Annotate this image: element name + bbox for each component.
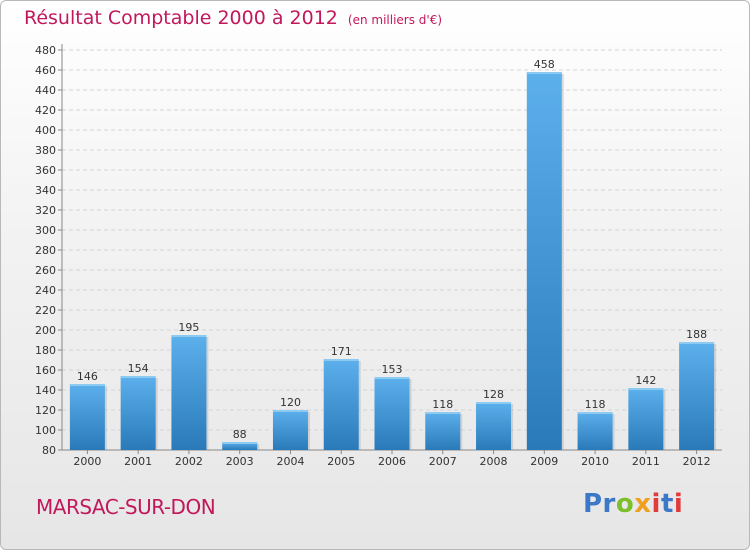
y-tick-label: 180: [35, 344, 56, 357]
value-label: 154: [128, 362, 149, 375]
bar-top-highlight: [120, 376, 156, 378]
commune-name: MARSAC-SUR-DON: [36, 495, 216, 519]
value-label: 195: [178, 321, 199, 334]
y-tick-label: 280: [35, 244, 56, 257]
value-label: 153: [382, 363, 403, 376]
bar-top-highlight: [577, 412, 613, 414]
bar-top-highlight: [69, 384, 105, 386]
x-tick-label: 2008: [480, 455, 508, 468]
x-tick-label: 2011: [632, 455, 660, 468]
bar-2001: [120, 376, 156, 450]
bar-2010: [577, 412, 613, 450]
bar-top-highlight: [628, 388, 664, 390]
y-tick-label: 100: [35, 424, 56, 437]
proxiti-logo: Proxiti: [583, 489, 683, 519]
value-label: 188: [686, 328, 707, 341]
bar-top-highlight: [171, 335, 207, 337]
value-label: 128: [483, 388, 504, 401]
labels: 80 100 120 140 160 180 200 220 240 260 280 300 320 34…: [35, 44, 711, 468]
y-tick-label: 300: [35, 224, 56, 237]
y-tick-label: 440: [35, 84, 56, 97]
logo-part: x: [634, 489, 652, 519]
y-tick-label: 140: [35, 384, 56, 397]
bar-2007: [425, 412, 461, 450]
value-label: 88: [233, 428, 247, 441]
x-tick-label: 2000: [73, 455, 101, 468]
bar-2003: [222, 442, 258, 450]
chart-subtitle: (en milliers d'€): [347, 13, 443, 27]
logo-part: i: [651, 489, 661, 519]
bar-top-highlight: [374, 377, 410, 379]
y-tick-label: 340: [35, 184, 56, 197]
x-tick-label: 2002: [175, 455, 203, 468]
logo-part: t: [660, 489, 674, 519]
value-label: 458: [534, 58, 555, 71]
logo-part: o: [615, 489, 635, 519]
bar-top-highlight: [222, 442, 258, 444]
value-label: 171: [331, 345, 352, 358]
logo-part: Pr: [583, 489, 616, 519]
y-tick-label: 160: [35, 364, 56, 377]
chart-title: Résultat Comptable 2000 à 2012 (en millie…: [24, 7, 442, 29]
bar-2011: [628, 388, 664, 450]
bar-top-highlight: [272, 410, 308, 412]
y-tick-label: 220: [35, 304, 56, 317]
bar-top-highlight: [476, 402, 512, 404]
x-tick-label: 2009: [530, 455, 558, 468]
y-tick-label: 460: [35, 64, 56, 77]
bar-2002: [171, 335, 207, 450]
x-tick-label: 2012: [683, 455, 711, 468]
bar-2009: [526, 72, 562, 450]
chart-title-text: Résultat Comptable 2000 à 2012: [24, 7, 338, 29]
bar-2000: [69, 384, 105, 450]
value-label: 142: [635, 374, 656, 387]
bar-top-highlight: [323, 359, 359, 361]
x-tick-label: 2001: [124, 455, 152, 468]
bar-2006: [374, 377, 410, 450]
bar-top-highlight: [679, 342, 715, 344]
x-tick-label: 2010: [581, 455, 609, 468]
x-tick-label: 2006: [378, 455, 406, 468]
bar-top-highlight: [526, 72, 562, 74]
bar-2005: [323, 359, 359, 450]
y-tick-label: 420: [35, 104, 56, 117]
y-tick-label: 200: [35, 324, 56, 337]
bar-2004: [272, 410, 308, 450]
y-tick-label: 120: [35, 404, 56, 417]
bar-top-highlight: [425, 412, 461, 414]
value-label: 118: [432, 398, 453, 411]
value-label: 118: [585, 398, 606, 411]
value-label: 120: [280, 396, 301, 409]
bars: [69, 72, 717, 450]
y-tick-label: 400: [35, 124, 56, 137]
bar-2012: [679, 342, 715, 450]
x-tick-label: 2003: [226, 455, 254, 468]
y-tick-label: 80: [42, 444, 56, 457]
bar-2008: [476, 402, 512, 450]
logo-part: i: [673, 489, 684, 519]
y-tick-label: 360: [35, 164, 56, 177]
y-tick-label: 260: [35, 264, 56, 277]
y-tick-label: 380: [35, 144, 56, 157]
x-tick-label: 2004: [276, 455, 304, 468]
y-tick-label: 480: [35, 44, 56, 57]
y-tick-label: 240: [35, 284, 56, 297]
x-tick-label: 2007: [429, 455, 457, 468]
y-tick-label: 320: [35, 204, 56, 217]
value-label: 146: [77, 370, 98, 383]
x-tick-label: 2005: [327, 455, 355, 468]
